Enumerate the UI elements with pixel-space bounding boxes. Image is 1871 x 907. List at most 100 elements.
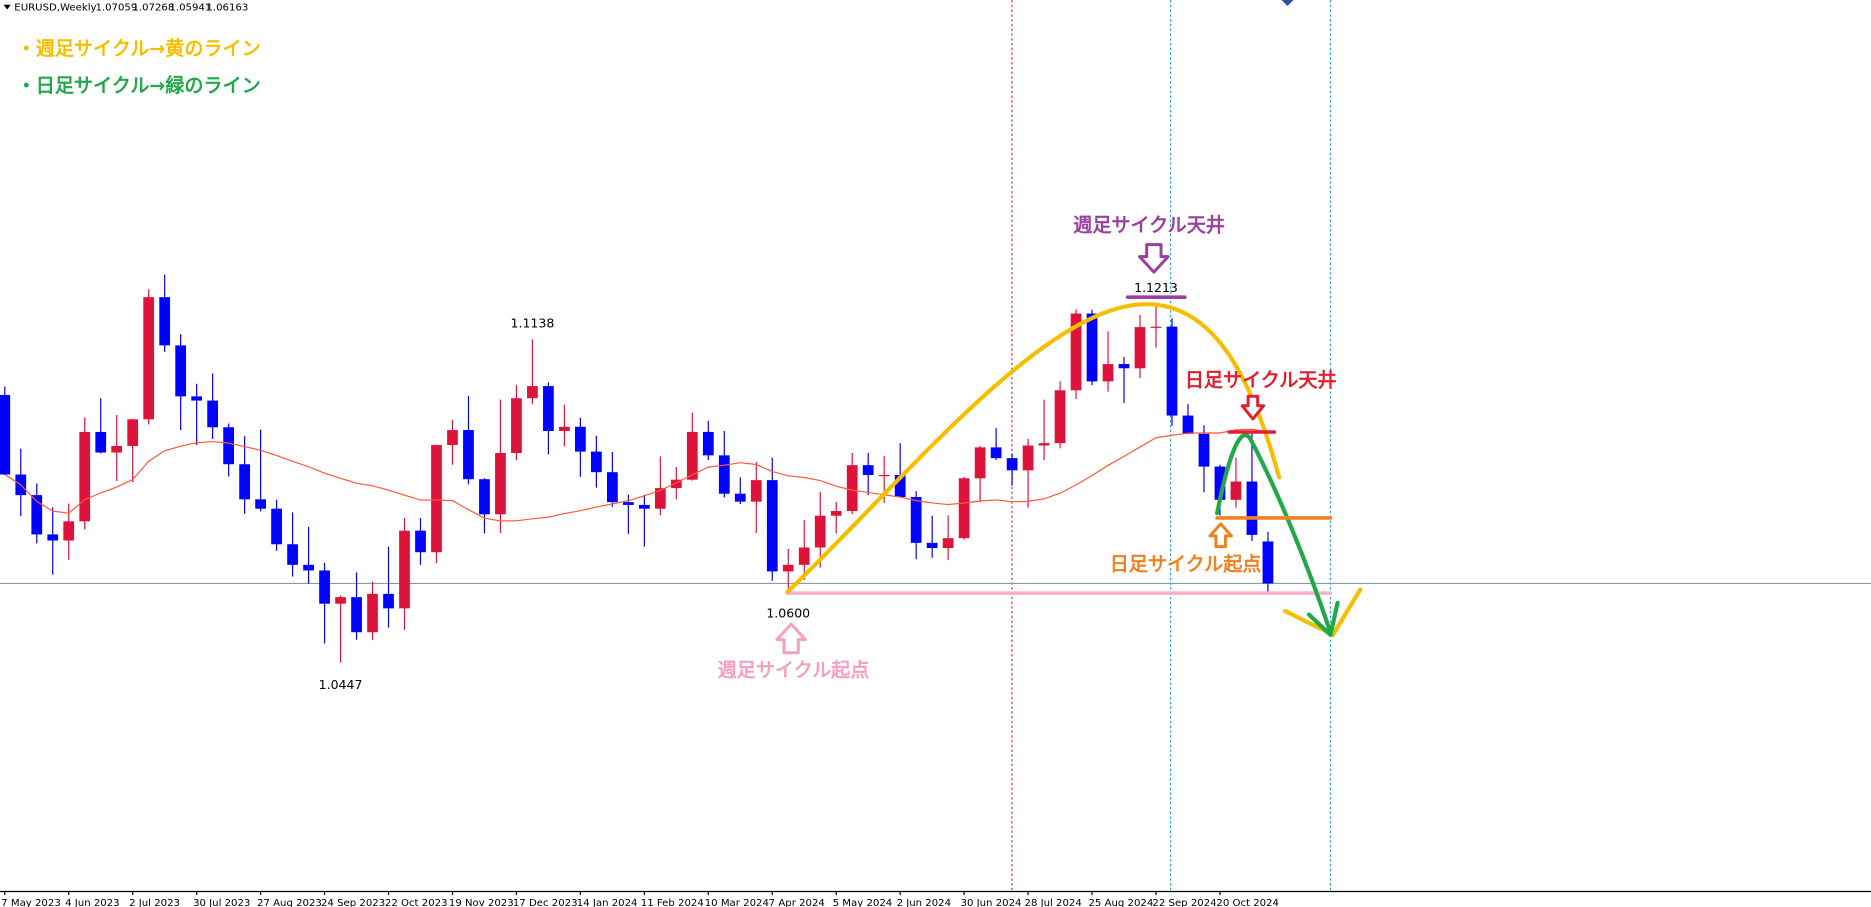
header: EURUSD,Weekly 1.07059 1.07268 1.05941 1.… [3,0,1294,14]
candle-body [1070,313,1082,391]
x-tick-label: 7 May 2023 [1,898,61,907]
annotation: ・週足サイクル→黄のライン [17,37,261,60]
candle-body [335,597,346,604]
x-tick-label: 30 Jun 2024 [961,898,1022,907]
arrow-up [1208,522,1233,549]
daily-cycle-curve [1215,433,1333,635]
x-tick-label: 22 Oct 2023 [385,898,448,907]
candle-body [223,427,234,465]
weekly-cycle-curve [785,302,1282,595]
candle-body [926,542,938,548]
candle-body [958,478,970,539]
candle-body [846,465,858,512]
candle-body [878,474,890,477]
candle-body [271,508,282,545]
ohlc-high: 1.07268 [132,3,174,14]
candle-body [79,431,91,522]
daily-cycle-arrow [1306,600,1340,637]
weekly-cycle-arrow [1283,587,1363,637]
candle-body [367,593,378,633]
x-tick-label: 14 Jan 2024 [577,898,638,907]
candle-body [1262,541,1274,584]
candle-body [63,521,75,541]
arrow-up [775,622,807,655]
candle-body [543,386,554,432]
candle-body [830,511,842,516]
x-tick-label: 2 Jun 2024 [897,898,951,907]
candle-body [447,430,458,446]
candle-body [143,297,155,420]
ohlc-open: 1.07059 [95,3,137,14]
annotation: 日足サイクル天井 [1185,369,1337,392]
x-tick-label: 22 Sep 2024 [1152,898,1216,907]
candle-body [1022,445,1034,471]
candle-body [718,455,730,494]
x-tick-label: 30 Jul 2023 [193,898,250,907]
candle-body [734,493,746,502]
ohlc-close: 1.06163 [206,3,248,14]
candle-body [1118,364,1130,369]
candle-body [1166,326,1178,416]
candle-body [798,547,810,565]
candle-body [1214,466,1226,500]
candle-body [175,345,187,397]
candle-body [431,445,442,553]
x-tick-label: 7 Apr 2024 [769,898,825,907]
x-tick-label: 19 Nov 2023 [449,898,514,907]
candle-body [47,534,59,541]
moving-average [4,428,1269,522]
price-label: 1.0447 [319,677,363,692]
candle-body [0,394,11,475]
candle-body [591,451,602,473]
candle-body [670,479,682,489]
candle-body [463,430,474,480]
x-tick-label: 28 Jul 2024 [1025,898,1082,907]
candle-body [1246,481,1258,535]
candle-body [1054,390,1066,444]
candle-body [303,564,314,571]
candle-body [191,396,203,401]
candle-body [495,452,506,515]
candle-body [622,502,634,505]
arrow-down [1240,394,1266,421]
x-tick-label: 27 Aug 2023 [257,898,322,907]
candle-body [974,447,986,479]
candle-body [814,515,826,548]
candle-body [399,530,410,609]
candle-body [127,419,139,446]
candle-body [654,488,666,509]
candle-body [383,593,394,609]
candle-body [559,426,570,432]
candles [0,274,1871,663]
candle-body [1150,326,1162,328]
x-tick-label: 25 Aug 2024 [1088,898,1153,907]
drawings [775,243,1363,655]
candle-body [1134,327,1146,369]
candle-body [239,464,250,500]
x-tick-label: 11 Feb 2024 [641,898,704,907]
candle-body [159,297,171,346]
candle-body [1006,458,1018,471]
price-label: 1.1138 [511,315,555,330]
candle-body [1230,481,1242,500]
candle-body [287,544,298,565]
candle-body [479,479,490,515]
candle-body [415,530,426,553]
candle-body [894,474,906,497]
annotation: ・日足サイクル→緑のライン [17,74,261,97]
x-tick-label: 2 Jul 2023 [129,898,180,907]
candle-body [527,386,538,399]
x-tick-label: 20 Oct 2024 [1216,898,1279,907]
candle-body [95,431,107,453]
candle-body [862,465,874,475]
candle-body [638,504,650,509]
candle-body [511,398,522,453]
candle-body [782,564,794,572]
candle-body [990,447,1002,459]
arrow-down [1138,243,1170,274]
candle-body [319,570,330,604]
candle-body [702,431,714,456]
